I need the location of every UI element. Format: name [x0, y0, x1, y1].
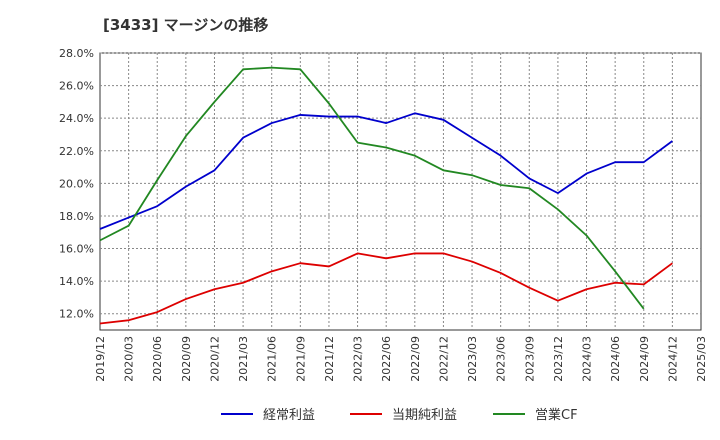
y-tick-label: 12.0%	[59, 308, 94, 321]
y-tick-label: 24.0%	[59, 112, 94, 125]
x-tick-label: 2022/09	[409, 336, 422, 382]
y-tick-label: 28.0%	[59, 47, 94, 60]
y-tick-label: 16.0%	[59, 243, 94, 256]
x-tick-label: 2023/09	[523, 336, 536, 382]
x-tick-label: 2020/03	[123, 336, 136, 382]
series-lines	[99, 66, 673, 325]
x-tick-label: 2025/03	[695, 336, 708, 382]
y-tick-label: 20.0%	[59, 177, 94, 190]
x-tick-label: 2024/03	[581, 336, 594, 382]
y-axis-ticks: 12.0% 14.0% 16.0% 18.0% 20.0% 22.0% 24.0% 26.0%…	[59, 47, 94, 321]
x-tick-label: 2024/12	[666, 336, 679, 382]
x-tick-label: 2022/06	[380, 336, 393, 382]
x-tick-label: 2021/06	[266, 336, 279, 382]
y-tick-label: 26.0%	[59, 80, 94, 93]
chart-title: [3433] マージンの推移	[103, 16, 269, 34]
plot-area	[99, 52, 702, 331]
gridlines	[100, 52, 701, 330]
x-tick-label: 2021/09	[294, 336, 307, 382]
x-tick-label: 2020/12	[208, 336, 221, 382]
y-tick-label: 22.0%	[59, 145, 94, 158]
x-axis-ticks: 2019/12 2020/03 2020/06 2020/09 2020/12 2021/…	[94, 336, 708, 382]
series-line-当期純利益	[99, 252, 673, 325]
legend-label: 営業CF	[535, 407, 578, 423]
x-tick-label: 2023/03	[466, 336, 479, 382]
x-tick-label: 2022/12	[437, 336, 450, 382]
x-tick-label: 2023/12	[552, 336, 565, 382]
y-tick-label: 18.0%	[59, 210, 94, 223]
x-tick-label: 2024/09	[638, 336, 651, 382]
legend: 経常利益 当期純利益 営業CF	[221, 407, 578, 423]
x-tick-label: 2020/06	[151, 336, 164, 382]
y-tick-label: 14.0%	[59, 275, 94, 288]
series-line-営業CF	[99, 66, 645, 310]
x-tick-label: 2022/03	[352, 336, 365, 382]
series-line-経常利益	[99, 112, 673, 230]
x-tick-label: 2023/06	[495, 336, 508, 382]
legend-label: 当期純利益	[392, 408, 457, 423]
legend-label: 経常利益	[263, 408, 315, 423]
x-tick-label: 2024/06	[609, 336, 622, 382]
x-tick-label: 2020/09	[180, 336, 193, 382]
x-tick-label: 2019/12	[94, 336, 107, 382]
x-tick-label: 2021/12	[323, 336, 336, 382]
x-tick-label: 2021/03	[237, 336, 250, 382]
